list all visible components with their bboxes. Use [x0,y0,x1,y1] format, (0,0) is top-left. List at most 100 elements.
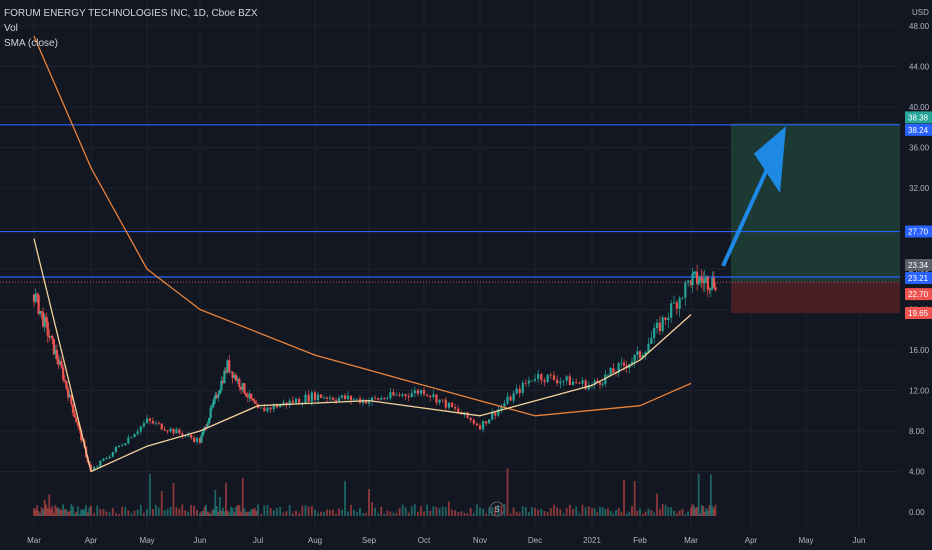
volume-bar [398,508,401,516]
volume-bar [105,511,108,516]
candle-body [121,445,124,447]
candle-body [269,407,272,410]
volume-bar [380,506,383,516]
volume-bar [59,509,61,516]
candle-body [562,380,565,382]
volume-bar [272,510,275,516]
volume-bar [383,513,386,516]
volume-bar [371,501,373,516]
volume-bar [222,507,224,516]
candle-body [93,467,96,471]
volume-bar [423,511,425,516]
volume-bar [190,504,193,516]
candle-body [454,407,457,409]
candle-body [392,392,395,396]
candle-body [571,381,575,386]
volume-bar [444,507,447,516]
candle-body [475,423,478,426]
volume-bar [587,506,590,516]
candle-body [307,394,310,402]
candle-body [521,382,524,394]
volume-bar [466,513,469,516]
candle-body [62,367,65,380]
candle-body [478,425,482,430]
volume-bar [386,510,389,516]
volume-bar [341,509,343,516]
trend-arrow-head[interactable] [754,126,786,194]
candle-body [447,402,450,408]
candle-body [282,402,285,405]
volume-bar [63,509,66,516]
volume-bar [475,504,478,516]
candle-body [218,390,221,395]
volume-bar [75,511,78,516]
candle-body [322,397,326,399]
candle-body [386,398,389,400]
volume-bar [42,509,45,516]
volume-bar [368,489,370,516]
volume-bar [45,504,48,516]
candle-body [32,294,36,302]
candle-body [355,398,359,400]
candle-body [708,289,711,291]
volume-bar [212,509,215,516]
candle-body [145,418,149,424]
volume-bar [709,474,712,516]
price-axis-tick-label: 0.00 [909,508,925,517]
candle-body [432,394,435,397]
time-axis-tick-label: Mar [27,536,41,545]
volume-bar [684,513,687,516]
volume-bar [607,508,609,516]
candle-body [151,420,154,424]
loss-zone[interactable] [731,282,900,314]
candle-body [606,374,610,376]
candle-body [54,349,57,355]
candle-body [325,397,329,399]
volume-bar [639,508,641,516]
candle-body [195,438,199,442]
volume-bar [257,504,259,516]
volume-bar [263,505,266,516]
dividend-marker-icon[interactable] [489,501,505,517]
candle-body [630,361,634,365]
candle-body [374,397,377,399]
volume-bar [72,506,74,516]
volume-bar [130,513,133,516]
sma-label: SMA (close) [4,38,58,49]
candle-body [205,426,208,428]
candle-body [160,423,163,430]
volume-bar [54,505,57,516]
volume-bar [687,511,690,516]
candle-body [331,397,335,400]
candle-body [383,398,386,399]
candle-body [124,443,127,446]
candle-body [422,390,426,395]
volume-bar [146,509,148,516]
volume-bar [347,511,349,516]
candle-body [404,394,407,396]
chart-legend: FORUM ENERGY TECHNOLOGIES INC, 1D, Cboe … [4,6,258,51]
volume-bar [420,506,422,516]
candle-body [190,434,193,438]
volume-bar [33,508,35,516]
volume-bar [269,507,272,516]
candle-body [609,368,612,375]
price-axis-tick-label: 8.00 [909,427,925,436]
candle-body [102,458,105,461]
candle-body [575,381,578,383]
volume-bar [625,513,628,516]
volume-bar [248,511,251,516]
volume-bar [279,506,282,516]
volume-bar [644,511,647,516]
candle-body [395,394,398,396]
candle-body [133,434,136,438]
profit-zone[interactable] [731,123,900,283]
volume-bar [457,512,460,516]
candle-body [518,388,521,394]
candle-body [419,390,423,394]
candle-body [638,351,642,359]
volume-bar [282,512,285,516]
time-axis-tick-label: Feb [633,536,647,545]
